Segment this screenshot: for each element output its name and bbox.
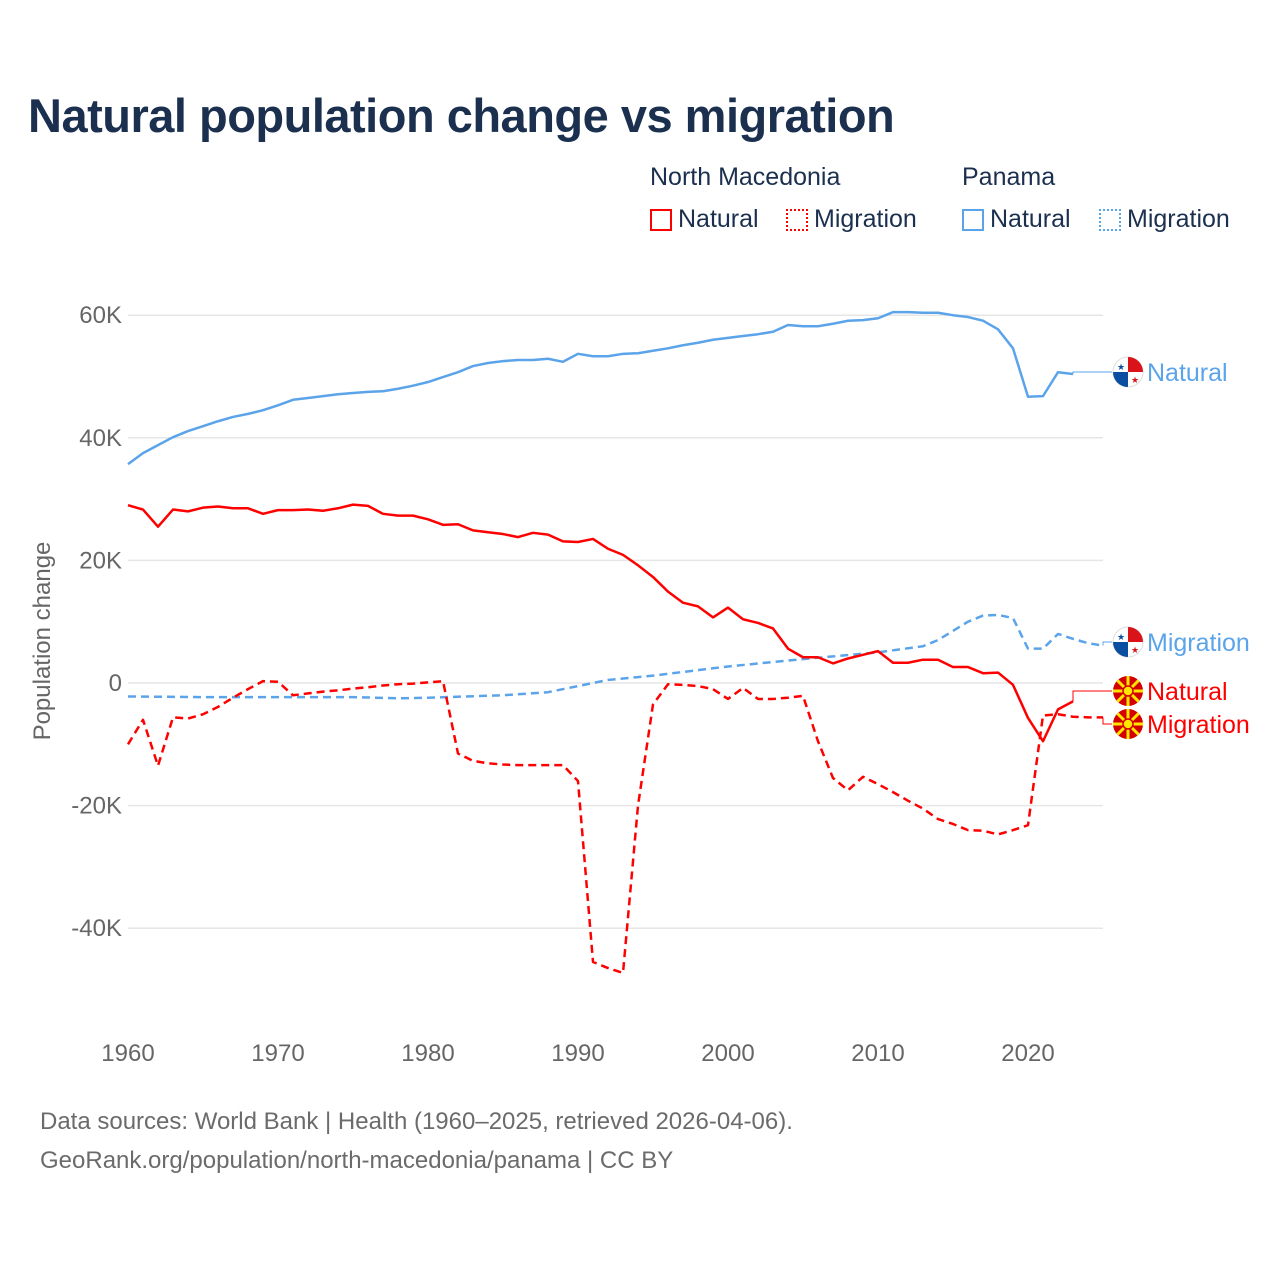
y-axis-label: Population change bbox=[29, 542, 56, 741]
north-macedonia-flag-icon bbox=[1113, 676, 1143, 706]
x-tick-label: 1990 bbox=[551, 1040, 604, 1067]
flag-red bbox=[1128, 627, 1143, 642]
y-tick-label: 0 bbox=[109, 670, 122, 697]
y-tick-label: 20K bbox=[79, 547, 122, 574]
star-icon: ★ bbox=[1117, 362, 1125, 372]
end-label: Natural bbox=[1147, 678, 1228, 706]
panama-flag-icon: ★★ bbox=[1112, 356, 1144, 388]
legend-item-nm-natural[interactable]: Natural bbox=[650, 205, 759, 234]
y-tick-label: -40K bbox=[71, 915, 122, 942]
x-tick-label: 1980 bbox=[401, 1040, 454, 1067]
flag-red bbox=[1128, 357, 1143, 372]
series-line-panama-migration bbox=[127, 613, 1104, 700]
end-label: Natural bbox=[1147, 359, 1228, 387]
legend-item-nm-migration[interactable]: Migration bbox=[786, 205, 917, 234]
flag-blue bbox=[1113, 372, 1128, 387]
legend-label: Natural bbox=[990, 205, 1071, 233]
legend-label: Migration bbox=[814, 205, 917, 233]
footer-sources: Data sources: World Bank | Health (1960–… bbox=[40, 1108, 793, 1135]
series-line-north-macedonia-migration bbox=[126, 679, 1103, 975]
label-connector bbox=[1072, 371, 1112, 375]
solid-swatch-icon bbox=[650, 208, 672, 231]
x-tick-label: 1970 bbox=[251, 1040, 304, 1067]
x-tick-label: 2000 bbox=[701, 1040, 754, 1067]
label-connector bbox=[1072, 690, 1112, 702]
legend-group-north-macedonia: North Macedonia bbox=[650, 163, 841, 191]
footer-link[interactable]: GeoRank.org/population/north-macedonia/p… bbox=[40, 1147, 674, 1174]
legend-label: Natural bbox=[678, 205, 759, 233]
x-tick-label: 1960 bbox=[101, 1040, 154, 1067]
label-connector bbox=[1102, 641, 1112, 646]
panama-flag-icon: ★★ bbox=[1112, 626, 1144, 658]
star-icon: ★ bbox=[1117, 632, 1125, 642]
x-tick-label: 2020 bbox=[1001, 1040, 1054, 1067]
y-tick-label: -20K bbox=[71, 793, 122, 820]
legend-label: Migration bbox=[1127, 205, 1230, 233]
chart-title: Natural population change vs migration bbox=[28, 89, 895, 142]
dotted-swatch-icon bbox=[786, 208, 808, 231]
label-connector bbox=[1102, 717, 1112, 725]
legend-item-pa-migration[interactable]: Migration bbox=[1099, 205, 1230, 234]
y-tick-label: 40K bbox=[79, 425, 122, 452]
star-icon: ★ bbox=[1131, 645, 1139, 655]
star-icon: ★ bbox=[1131, 375, 1139, 385]
y-tick-label: 60K bbox=[79, 302, 122, 329]
sun bbox=[1122, 685, 1134, 697]
x-tick-label: 2010 bbox=[851, 1040, 904, 1067]
legend-item-pa-natural[interactable]: Natural bbox=[962, 205, 1071, 234]
end-label: Migration bbox=[1147, 629, 1250, 657]
sun bbox=[1122, 718, 1134, 730]
end-label: Migration bbox=[1147, 711, 1250, 739]
dotted-swatch-icon bbox=[1099, 208, 1121, 231]
flag-blue bbox=[1113, 642, 1128, 657]
legend-group-panama: Panama bbox=[962, 163, 1056, 191]
series-line-north-macedonia-natural bbox=[127, 503, 1074, 743]
north-macedonia-flag-icon bbox=[1113, 709, 1143, 739]
solid-swatch-icon bbox=[962, 208, 984, 231]
series-line-panama-natural bbox=[127, 310, 1074, 466]
